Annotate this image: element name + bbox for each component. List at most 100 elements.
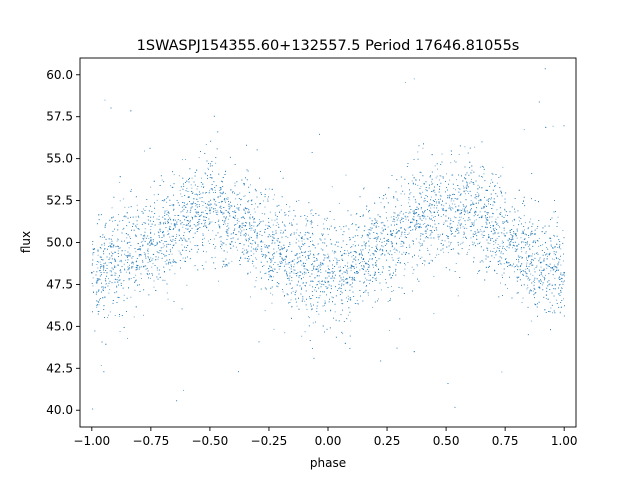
data-point	[109, 242, 111, 244]
data-point	[527, 334, 529, 336]
data-point	[458, 220, 460, 222]
data-point	[243, 225, 245, 226]
data-point	[261, 248, 263, 250]
data-point	[320, 264, 322, 266]
data-point	[487, 247, 489, 249]
data-point	[254, 218, 255, 220]
data-point	[379, 241, 380, 242]
data-point	[436, 201, 437, 203]
data-point	[527, 246, 529, 247]
data-point	[517, 210, 519, 212]
data-point	[460, 227, 461, 229]
data-point	[196, 228, 198, 230]
data-point	[363, 241, 365, 243]
data-point	[99, 299, 100, 301]
data-point	[296, 262, 298, 264]
data-point	[437, 211, 438, 213]
data-point	[347, 265, 348, 267]
data-point	[363, 187, 365, 189]
data-point	[288, 267, 290, 268]
data-point	[313, 357, 315, 359]
data-point	[288, 215, 289, 217]
data-point	[545, 274, 546, 276]
data-point	[147, 256, 149, 258]
data-point	[215, 162, 217, 164]
data-point	[106, 283, 107, 285]
data-point	[207, 203, 209, 205]
data-point	[309, 237, 311, 238]
data-point	[450, 233, 452, 235]
data-point	[272, 224, 274, 226]
data-point	[538, 286, 540, 288]
data-point	[364, 291, 366, 293]
data-point	[534, 282, 536, 283]
data-point	[399, 212, 401, 214]
data-point	[450, 200, 452, 202]
data-point	[345, 253, 347, 255]
data-point	[449, 204, 450, 206]
data-point	[380, 232, 382, 234]
data-point	[532, 275, 534, 277]
data-point	[192, 218, 193, 220]
data-point	[466, 227, 468, 229]
data-point	[255, 203, 256, 205]
data-point	[427, 196, 428, 198]
data-point	[316, 305, 318, 307]
data-point	[522, 230, 524, 232]
data-point	[525, 268, 527, 270]
data-point	[433, 207, 435, 209]
data-point	[265, 254, 267, 255]
data-point	[335, 251, 337, 253]
data-point	[150, 244, 152, 245]
data-point	[490, 179, 492, 181]
data-point	[136, 204, 138, 206]
data-point	[352, 236, 354, 238]
data-point	[270, 227, 271, 228]
data-point	[363, 282, 365, 284]
data-point	[255, 247, 257, 249]
data-point	[443, 251, 445, 253]
data-point	[199, 218, 201, 220]
data-point	[179, 252, 181, 254]
data-point	[244, 257, 246, 259]
data-point	[462, 241, 464, 243]
data-point	[285, 256, 286, 258]
data-point	[150, 231, 152, 233]
data-point	[501, 242, 503, 244]
data-point	[158, 236, 160, 238]
data-point	[171, 253, 173, 255]
data-point	[162, 246, 164, 248]
data-point	[271, 260, 273, 262]
data-point	[350, 270, 352, 272]
data-point	[157, 231, 159, 233]
data-point	[296, 200, 297, 202]
data-point	[208, 218, 210, 220]
data-point	[329, 310, 331, 312]
data-point	[548, 273, 550, 275]
data-point	[232, 211, 234, 213]
data-point	[307, 251, 309, 252]
data-point	[208, 229, 209, 231]
data-point	[452, 193, 454, 195]
data-point	[147, 243, 149, 245]
data-point	[440, 175, 442, 177]
data-point	[546, 247, 547, 248]
data-point	[414, 210, 415, 212]
data-point	[400, 240, 402, 242]
data-point	[187, 228, 189, 230]
data-point	[178, 230, 180, 232]
data-point	[176, 235, 177, 237]
data-point	[494, 227, 496, 229]
data-point	[424, 210, 426, 212]
data-point	[179, 189, 181, 191]
data-point	[339, 280, 341, 282]
data-point	[428, 262, 430, 264]
data-point	[100, 270, 101, 271]
data-point	[558, 306, 560, 308]
data-point	[264, 273, 266, 275]
data-point	[345, 282, 347, 284]
data-point	[443, 205, 445, 207]
data-point	[542, 275, 544, 277]
data-point	[128, 206, 130, 208]
data-point	[372, 281, 373, 282]
